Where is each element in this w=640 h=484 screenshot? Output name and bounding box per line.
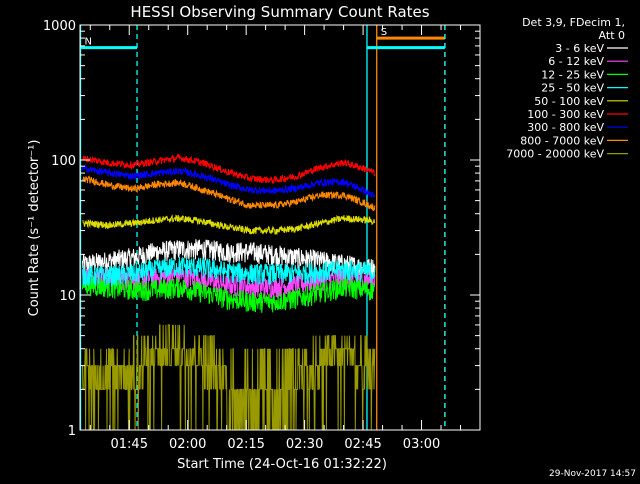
y-tick-label: 1000 [43,19,76,34]
x-tick-label: 02:00 [169,437,206,452]
legend-header-line-1: Det 3,9, FDecim 1, [522,16,625,29]
x-tick-label: 01:45 [111,437,148,452]
y-tick-label: 100 [51,154,76,169]
legend-label-4: 25 - 50 keV [541,82,604,95]
marker-label: S [381,27,387,38]
series-line-1 [82,239,376,279]
x-tick-label: 02:45 [344,437,381,452]
legend-header-line-2: Att 0 [599,29,625,42]
series-line-4 [82,256,376,287]
legend-label-1: 3 - 6 keV [555,42,604,55]
series-line-5 [82,214,376,236]
legend-label-6: 100 - 300 keV [527,108,604,121]
y-axis-label: Count Rate (s⁻¹ detector⁻¹) [27,140,42,317]
legend-label-8: 800 - 7000 keV [520,134,604,147]
legend-label-5: 50 - 100 keV [534,95,604,108]
x-tick-label: 02:30 [286,437,323,452]
legend-label-2: 6 - 12 keV [548,55,604,68]
footer-timestamp: 29-Nov-2017 14:57 [549,469,636,479]
chart-title: HESSI Observing Summary Count Rates [130,3,429,21]
marker-layer: NS [79,25,446,430]
legend-label-3: 12 - 25 keV [541,68,604,81]
series-line-7 [82,163,376,198]
series-line-6 [82,153,376,185]
x-tick-label: 02:15 [227,437,264,452]
plot-frame [79,24,481,431]
series-line-3 [82,275,376,313]
x-tick-label: 03:00 [403,437,440,452]
legend-label-9: 7000 - 20000 keV [506,148,604,161]
marker-label: N [85,37,92,48]
series-layer [82,153,376,431]
legend-label-7: 300 - 800 keV [527,121,604,134]
axes-layer: 1 10 100 1000 01:45 02:00 02:15 02:30 02:45 03:00 [43,19,481,452]
y-tick-label: 10 [59,289,76,304]
x-axis-label: Start Time (24-Oct-16 01:32:22) [177,457,387,472]
y-tick-label: 1 [68,424,76,439]
series-line-8 [82,175,376,212]
